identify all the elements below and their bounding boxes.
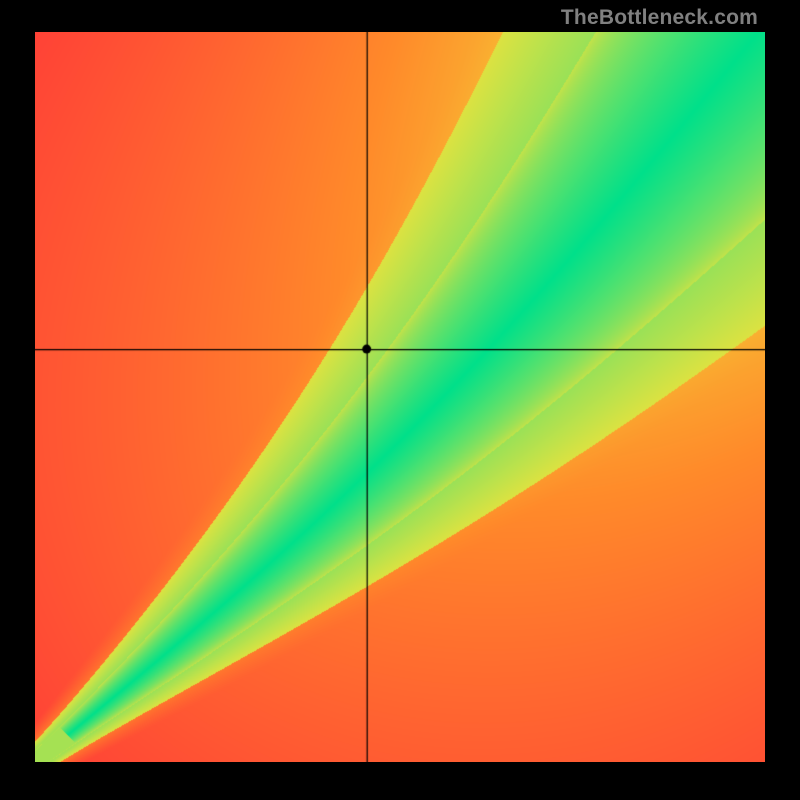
heatmap-plot (35, 32, 765, 762)
chart-container: TheBottleneck.com (0, 0, 800, 800)
heatmap-canvas (35, 32, 765, 762)
watermark-text: TheBottleneck.com (561, 6, 758, 30)
